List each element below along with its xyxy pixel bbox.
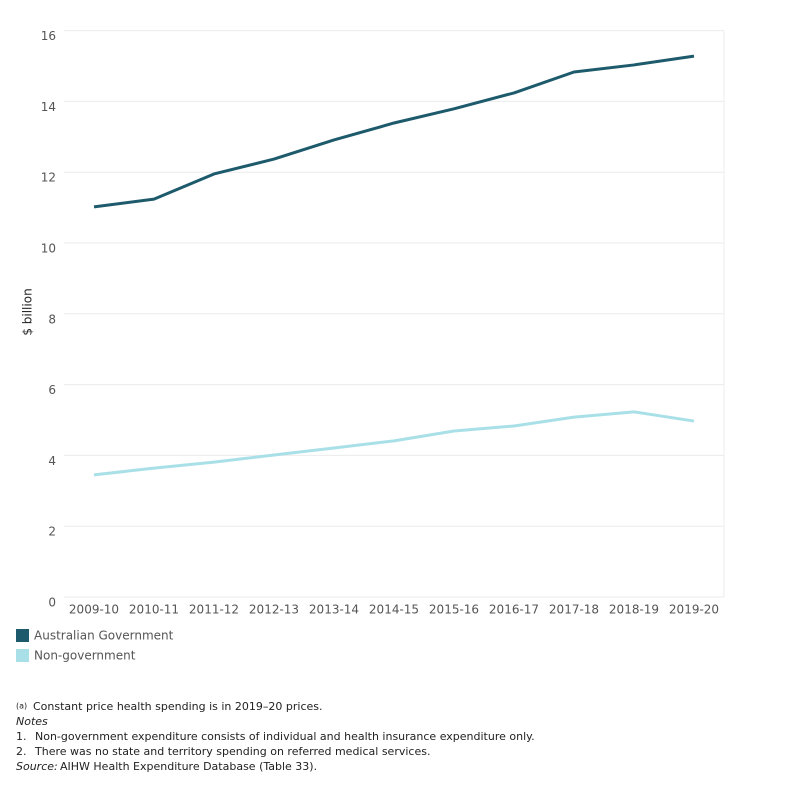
- x-tick-label: 2010-11: [129, 603, 179, 617]
- legend-swatch: [16, 649, 29, 662]
- y-axis-label: $ billion: [21, 288, 35, 335]
- y-tick-label: 14: [41, 100, 56, 114]
- source-label: Source:: [16, 760, 58, 773]
- footnote-text: Constant price health spending is in 201…: [33, 700, 322, 713]
- x-tick-label: 2018-19: [609, 603, 659, 617]
- y-tick-label: 0: [48, 596, 56, 610]
- x-tick-label: 2014-15: [369, 603, 419, 617]
- legend-label: Non-government: [34, 649, 136, 663]
- series-line: [93, 410, 695, 477]
- legend-label: Australian Government: [34, 629, 174, 643]
- x-tick-label: 2019-20: [669, 603, 719, 617]
- note-number: 1.: [16, 730, 27, 743]
- note-text: Non-government expenditure consists of i…: [35, 730, 535, 743]
- y-tick-label: 2: [48, 525, 56, 539]
- source-text: AIHW Health Expenditure Database (Table …: [60, 760, 317, 773]
- notes-title: Notes: [16, 715, 48, 728]
- x-tick-label: 2013-14: [309, 603, 359, 617]
- legend-swatch: [16, 629, 29, 642]
- x-tick-label: 2017-18: [549, 603, 599, 617]
- x-tick-label: 2012-13: [249, 603, 299, 617]
- note-number: 2.: [16, 745, 27, 758]
- y-tick-label: 12: [41, 171, 56, 185]
- x-tick-label: 2011-12: [189, 603, 239, 617]
- x-tick-label: 2009-10: [69, 603, 119, 617]
- x-tick-label: 2016-17: [489, 603, 539, 617]
- y-tick-label: 4: [48, 454, 56, 468]
- y-tick-label: 8: [48, 312, 56, 326]
- x-tick-label: 2015-16: [429, 603, 479, 617]
- y-tick-label: 10: [41, 242, 56, 256]
- series-line: [93, 54, 695, 209]
- y-tick-label: 6: [48, 383, 56, 397]
- footnote-marker: (a): [16, 702, 27, 711]
- note-text: There was no state and territory spendin…: [34, 745, 430, 758]
- y-tick-label: 16: [41, 29, 56, 43]
